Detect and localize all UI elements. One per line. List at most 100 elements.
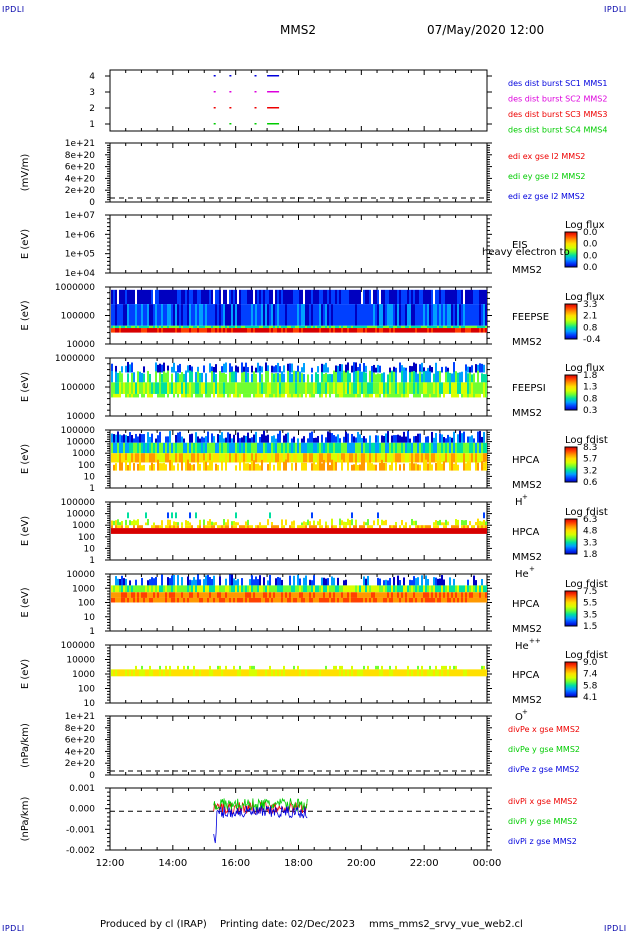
heatmap-cell: [417, 373, 419, 383]
heatmap-cell: [137, 328, 139, 333]
heatmap-cell: [395, 597, 397, 603]
heatmap-cell: [237, 393, 239, 398]
heatmap-cell: [361, 669, 363, 677]
heatmap-cell: [369, 669, 371, 677]
heatmap-cell: [235, 289, 237, 305]
heatmap-cell: [177, 289, 179, 305]
heatmap-cell: [445, 325, 447, 329]
heatmap-cell: [273, 373, 275, 383]
heatmap-cell: [319, 453, 321, 463]
heatmap-cell: [287, 328, 289, 333]
heatmap-cell: [375, 325, 377, 329]
heatmap-cell: [303, 521, 305, 526]
heatmap-cell: [315, 382, 317, 394]
heatmap-cell: [195, 453, 197, 463]
heatmap-cell: [443, 522, 445, 526]
legend-entry: divPe x gse MMS2: [508, 725, 580, 734]
heatmap-cell: [215, 304, 217, 326]
heatmap-cell: [155, 362, 157, 373]
heatmap-cell: [177, 453, 179, 463]
heatmap-cell: [371, 597, 373, 603]
heatmap-cell: [219, 592, 221, 598]
heatmap-cell: [159, 289, 161, 305]
heatmap-cell: [263, 304, 265, 326]
heatmap-cell: [261, 393, 263, 398]
heatmap-cell: [213, 597, 215, 603]
heatmap-cell: [193, 585, 195, 593]
heatmap-cell: [455, 585, 457, 593]
heatmap-cell: [127, 373, 129, 383]
y-tick-label: 2e+20: [65, 759, 96, 769]
colorbar-tick-label: 1.5: [583, 622, 597, 632]
heatmap-cell: [439, 585, 441, 593]
heatmap-cell: [441, 463, 443, 471]
heatmap-cell: [399, 464, 401, 471]
heatmap-cell: [305, 453, 307, 463]
heatmap-cell: [183, 438, 185, 443]
colorbar-tick-label: 0.0: [583, 240, 598, 250]
heatmap-cell: [145, 669, 147, 677]
heatmap-cell: [457, 434, 459, 443]
heatmap-cell: [415, 363, 417, 373]
heatmap-cell: [445, 528, 447, 534]
heatmap-cell: [325, 521, 327, 526]
heatmap-cell: [111, 328, 113, 333]
heatmap-cell: [113, 382, 115, 394]
heatmap-cell: [111, 525, 113, 529]
heatmap-cell: [299, 289, 301, 305]
heatmap-cell: [357, 393, 359, 398]
heatmap-cell: [119, 669, 121, 677]
heatmap-cell: [351, 289, 353, 305]
heatmap-cell: [111, 304, 113, 326]
heatmap-cell: [205, 525, 207, 529]
heatmap-cell: [139, 304, 141, 326]
heatmap-cell: [259, 585, 261, 593]
heatmap-cell: [233, 325, 235, 329]
heatmap-cell: [369, 592, 371, 598]
heatmap-cell: [291, 325, 293, 329]
heatmap-cell: [453, 382, 455, 394]
legend-entry: divPe y gse MMS2: [508, 745, 580, 754]
heatmap-cell: [447, 597, 449, 603]
heatmap-cell: [221, 669, 223, 677]
heatmap-cell: [121, 592, 123, 598]
heatmap-cell: [111, 520, 113, 526]
heatmap-cell: [361, 382, 363, 394]
heatmap-cell: [143, 585, 145, 593]
heatmap-cell: [207, 669, 209, 677]
heatmap-cell: [291, 289, 293, 305]
heatmap-cell: [357, 328, 359, 333]
heatmap-cell: [249, 304, 251, 326]
heatmap-cell: [111, 363, 113, 373]
heatmap-cell: [233, 304, 235, 326]
heatmap-cell: [471, 393, 473, 398]
heatmap-cell: [323, 577, 325, 586]
heatmap-cell: [321, 393, 323, 398]
heatmap-cell: [357, 585, 359, 593]
heatmap-cell: [375, 665, 377, 670]
heatmap-cell: [201, 592, 203, 598]
heatmap-cell: [409, 289, 411, 305]
heatmap-cell: [123, 528, 125, 534]
heatmap-cell: [153, 578, 155, 586]
heatmap-cell: [445, 289, 447, 305]
heatmap-cell: [385, 433, 387, 443]
heatmap-cell: [319, 462, 321, 471]
heatmap-cell: [325, 669, 327, 677]
heatmap-cell: [133, 289, 135, 305]
heatmap-cell: [315, 597, 317, 603]
heatmap-cell: [221, 432, 223, 443]
heatmap-cell: [297, 328, 299, 333]
heatmap-cell: [437, 289, 439, 305]
heatmap-cell: [333, 453, 335, 463]
heatmap-cell: [417, 442, 419, 454]
heatmap-cell: [449, 592, 451, 598]
heatmap-cell: [211, 525, 213, 529]
heatmap-cell: [345, 393, 347, 398]
heatmap-cell: [265, 289, 267, 305]
heatmap-cell: [377, 528, 379, 534]
heatmap-cell: [205, 382, 207, 394]
heatmap-cell: [429, 528, 431, 534]
heatmap-cell: [289, 669, 291, 677]
heatmap-cell: [149, 665, 151, 670]
